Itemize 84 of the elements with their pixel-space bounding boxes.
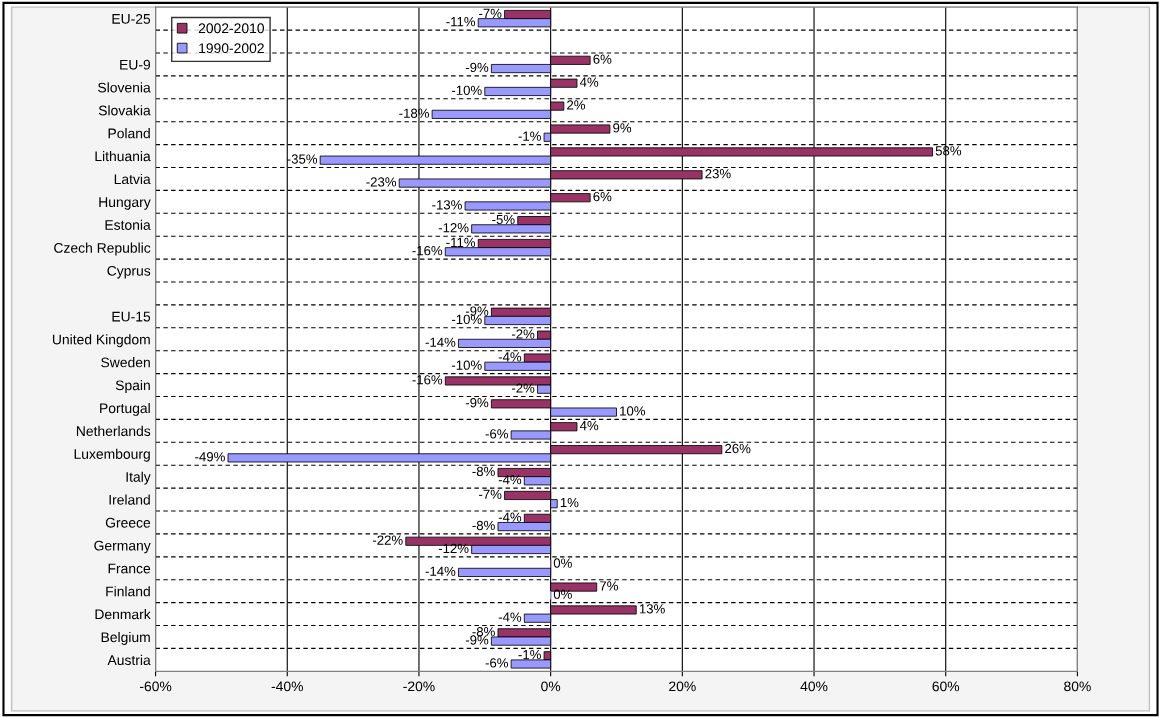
data-label: -7%	[479, 489, 502, 499]
data-label: -9%	[465, 635, 489, 645]
y-tick-label: Hungary	[99, 197, 151, 210]
data-label: 4%	[579, 421, 599, 431]
data-label: -10%	[451, 85, 482, 95]
data-label: -12%	[438, 223, 469, 233]
data-label: -22%	[372, 535, 403, 545]
data-label: 1%	[560, 497, 579, 508]
y-tick-label: Greece	[105, 517, 151, 528]
legend-label: 2002-2010	[198, 23, 264, 34]
x-tick-label: 80%	[1064, 681, 1091, 692]
data-label: -8%	[472, 466, 495, 477]
y-tick-label: Latvia	[114, 173, 151, 185]
data-label: -12%	[438, 543, 469, 553]
data-label: -1%	[518, 650, 541, 660]
data-label: 2%	[567, 100, 586, 110]
data-label: -9%	[465, 398, 489, 408]
y-tick-label: Poland	[108, 128, 150, 139]
data-label: -23%	[366, 177, 397, 187]
y-tick-label: Slovakia	[98, 105, 151, 116]
y-tick-label: EU-9	[120, 59, 151, 70]
data-label: -14%	[425, 566, 456, 576]
y-tick-label: Portugal	[100, 402, 150, 416]
x-tick-label: -20%	[403, 681, 435, 692]
data-label: -8%	[472, 520, 495, 531]
y-tick-label: United Kingdom	[52, 334, 150, 348]
x-tick-label: 40%	[800, 681, 828, 692]
data-label: 6%	[593, 191, 612, 202]
data-label: -4%	[498, 512, 522, 522]
data-label: -6%	[485, 429, 509, 439]
data-label: 0%	[553, 558, 572, 568]
y-tick-label: Ireland	[109, 494, 150, 505]
y-tick-label: Luxembourg	[74, 448, 150, 462]
data-label: 13%	[639, 604, 665, 614]
data-label: 4%	[579, 77, 599, 87]
data-label: -11%	[446, 237, 476, 248]
x-tick-label: -60%	[139, 681, 172, 692]
data-label: -2%	[511, 329, 535, 339]
data-label: -4%	[498, 352, 522, 362]
data-label: 26%	[725, 443, 751, 454]
y-tick-label: Czech Republic	[54, 242, 151, 256]
y-tick-label: Spain	[115, 380, 150, 393]
data-label: -11%	[446, 17, 476, 27]
data-label: -10%	[451, 314, 482, 325]
data-label: 9%	[613, 123, 632, 133]
data-label: -9%	[465, 62, 489, 73]
y-tick-label: Cyprus	[107, 265, 151, 279]
data-label: -5%	[492, 214, 515, 225]
data-label: -4%	[498, 612, 522, 622]
data-label: -2%	[511, 383, 535, 393]
y-tick-label: Finland	[106, 586, 150, 597]
legend-label: 1990-2002	[199, 43, 264, 54]
y-tick-label: Belgium	[101, 631, 150, 645]
x-tick-label: -40%	[271, 681, 303, 692]
data-label: -4%	[498, 475, 522, 485]
data-label: -8%	[472, 627, 495, 637]
y-tick-label: France	[108, 563, 151, 574]
x-tick-label: 20%	[669, 681, 696, 692]
x-tick-label: 60%	[932, 681, 960, 692]
data-label: 10%	[620, 406, 646, 416]
data-label: 7%	[600, 581, 618, 591]
data-label: -10%	[451, 360, 482, 370]
data-label: -6%	[485, 658, 509, 668]
y-tick-label: Germany	[94, 540, 151, 554]
y-tick-label: EU-15	[112, 311, 151, 322]
data-label: 6%	[593, 54, 612, 64]
data-label: -1%	[518, 131, 541, 141]
y-tick-label: Denmark	[95, 609, 151, 620]
y-tick-label: Italy	[126, 471, 151, 485]
data-label: -7%	[479, 8, 502, 18]
y-tick-label: Estonia	[105, 219, 151, 230]
data-label: 0%	[553, 589, 572, 599]
data-label: -13%	[432, 200, 462, 210]
data-label: 23%	[705, 169, 731, 179]
y-tick-label: Slovenia	[98, 82, 151, 93]
data-label: -14%	[425, 337, 456, 347]
data-label: -49%	[195, 452, 225, 462]
x-tick-label: 0%	[541, 681, 561, 692]
data-label: -9%	[465, 306, 489, 316]
y-tick-label: Lithuania	[95, 151, 151, 162]
y-tick-label: Sweden	[101, 357, 150, 368]
y-tick-label: EU-25	[112, 13, 151, 24]
y-tick-label: Austria	[107, 654, 151, 666]
y-tick-label: Netherlands	[76, 425, 151, 437]
